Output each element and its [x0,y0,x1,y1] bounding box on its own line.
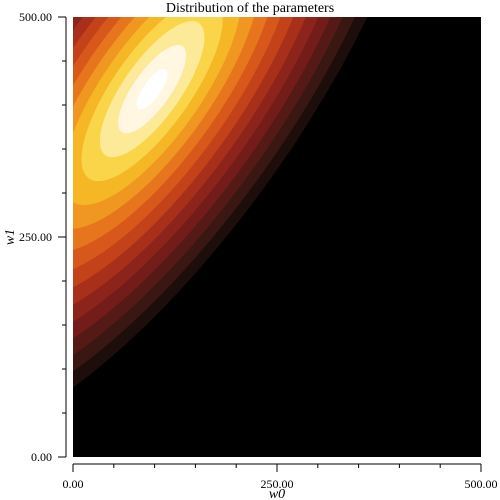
y-tick-label: 250.00 [19,230,52,244]
y-axis-label: w1 [3,229,18,245]
x-tick-label: 0.00 [63,477,84,491]
chart-title: Distribution of the parameters [166,1,334,16]
x-tick-label: 500.00 [465,477,498,491]
y-tick-label: 0.00 [31,450,52,464]
contour-band-15 [136,68,168,110]
y-tick-label: 500.00 [19,10,52,24]
axes: 0.00 250.00 500.00 0.00 250.00 500.00 [19,10,498,491]
x-tick-label: 250.00 [261,477,294,491]
plot-area [73,17,481,457]
x-axis-label: w0 [269,487,285,500]
